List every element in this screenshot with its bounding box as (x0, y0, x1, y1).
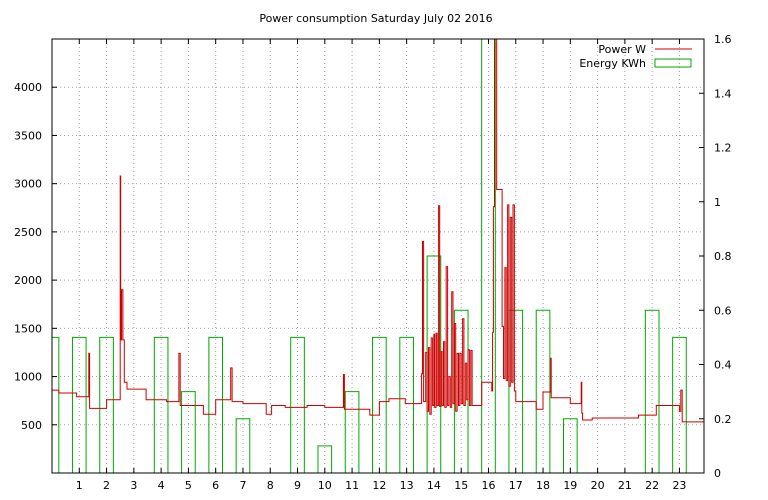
x-tick-label: 22 (645, 479, 659, 492)
y2-tick-label: 0.2 (714, 413, 732, 426)
energy-bar (51, 336, 60, 474)
x-tick-label: 4 (158, 479, 165, 492)
y2-tick-label: 0.8 (714, 250, 732, 263)
energy-bar (399, 336, 414, 474)
x-tick-label: 1 (76, 479, 83, 492)
y2-tick-label: 1.2 (714, 142, 732, 155)
chart-title: Power consumption Saturday July 02 2016 (259, 12, 492, 25)
x-tick-label: 13 (400, 479, 414, 492)
energy-bar (153, 336, 169, 474)
y-axis-left: 500 1000 1500 2000 2500 3000 3500 4000 (14, 81, 57, 432)
plot-frame (51, 38, 705, 474)
x-tick-label: 18 (536, 479, 550, 492)
x-tick-label: 16 (481, 479, 495, 492)
y2-tick-label: 0 (714, 467, 721, 480)
legend-label-energy: Energy KWh (579, 57, 646, 70)
x-tick-label: 23 (672, 479, 686, 492)
energy-bar (235, 418, 251, 474)
y2-tick-label: 0.4 (714, 359, 732, 372)
y-tick-label: 3000 (14, 178, 42, 191)
grid-lines (52, 39, 704, 473)
x-tick-label: 10 (318, 479, 332, 492)
power-line (52, 38, 704, 423)
x-tick-label: 5 (185, 479, 192, 492)
x-tick-label: 21 (618, 479, 632, 492)
legend-label-power: Power W (598, 43, 646, 56)
y2-tick-label: 0.6 (714, 304, 732, 317)
legend: Power W Energy KWh (579, 43, 692, 70)
x-tick-label: 11 (345, 479, 359, 492)
energy-bar (71, 336, 87, 474)
x-axis: 1 2 3 4 5 6 7 8 9 10 11 12 13 14 15 16 17 18 19 20 21 22 23 (76, 39, 686, 492)
y-tick-label: 1000 (14, 371, 42, 384)
x-tick-label: 2 (103, 479, 110, 492)
x-tick-label: 8 (267, 479, 274, 492)
x-tick-label: 3 (130, 479, 137, 492)
y-tick-label: 1500 (14, 322, 42, 335)
y2-tick-label: 1.6 (714, 33, 732, 46)
legend-swatch-energy (654, 58, 692, 68)
energy-bar (563, 418, 578, 474)
x-tick-label: 19 (563, 479, 577, 492)
x-tick-label: 20 (591, 479, 605, 492)
energy-bar (290, 336, 305, 474)
y2-tick-label: 1 (714, 196, 721, 209)
x-tick-label: 17 (509, 479, 523, 492)
y-axis-right: 0 0.2 0.4 0.6 0.8 1 1.2 1.4 1.6 (699, 33, 732, 480)
y-tick-label: 500 (21, 419, 42, 432)
y-tick-label: 4000 (14, 81, 42, 94)
x-tick-label: 7 (239, 479, 246, 492)
x-tick-label: 12 (372, 479, 386, 492)
y2-tick-label: 1.4 (714, 87, 732, 100)
x-tick-label: 9 (294, 479, 301, 492)
y-tick-label: 3500 (14, 129, 42, 142)
y-tick-label: 2500 (14, 226, 42, 239)
energy-bars (51, 38, 687, 474)
x-tick-label: 15 (454, 479, 468, 492)
x-tick-label: 6 (212, 479, 219, 492)
y-tick-label: 2000 (14, 274, 42, 287)
x-tick-label: 14 (427, 479, 441, 492)
power-line-layer (52, 38, 704, 423)
